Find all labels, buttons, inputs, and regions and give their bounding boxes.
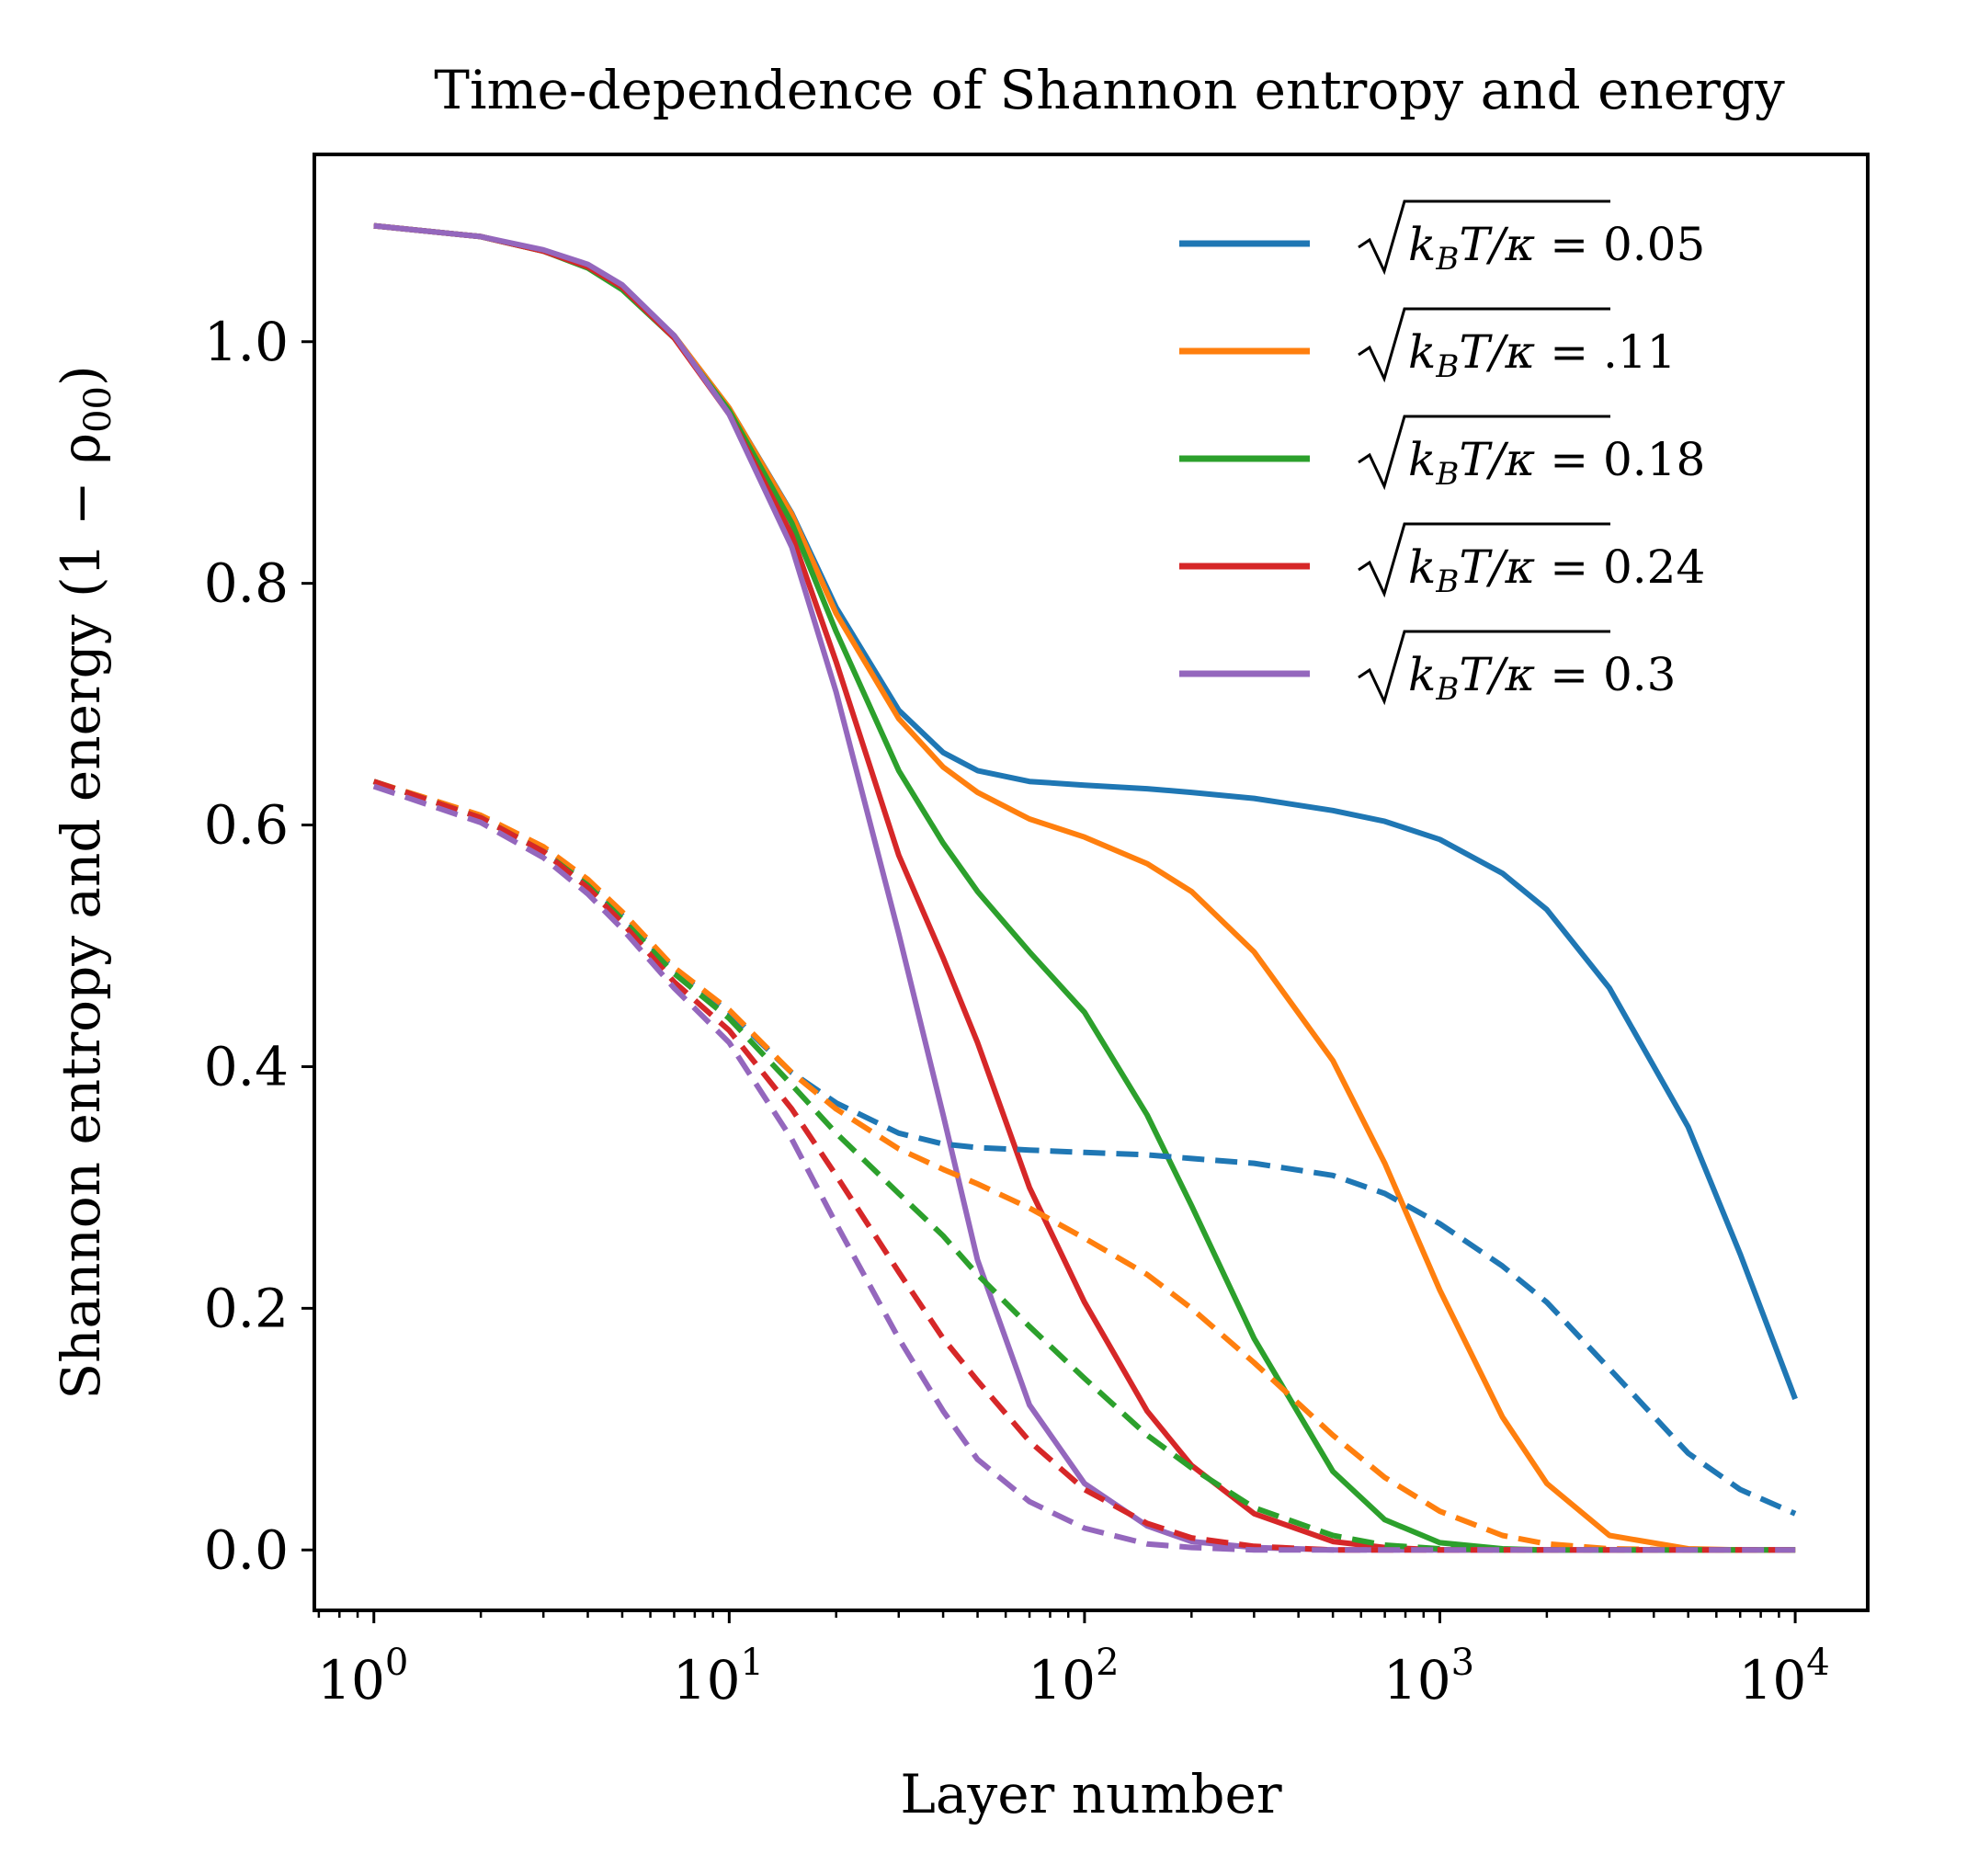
- x-tick-label-1: 101: [673, 1642, 764, 1711]
- series-line-energy-0.18: [372, 779, 1796, 1553]
- y-axis-ticks: 0.0 0.2 0.4 0.6 0.8 1.0: [204, 311, 314, 1581]
- x-tick-label-4: 104: [1738, 1642, 1829, 1711]
- x-tick-exponent-3: 3: [1451, 1642, 1474, 1684]
- legend-label-value-1: = .11: [1535, 325, 1676, 379]
- x-axis-ticks: 100 101 102 103 104: [317, 1610, 1830, 1711]
- legend-label-rest-2: T/κ: [1459, 433, 1535, 486]
- y-tick-label-0: 0.0: [204, 1518, 289, 1581]
- chart-title: Time-dependence of Shannon entropy and e…: [434, 59, 1785, 121]
- legend-label-subscript-4: B: [1435, 671, 1459, 708]
- x-tick-base-1: 10: [673, 1649, 741, 1711]
- x-tick-base-3: 10: [1383, 1649, 1451, 1711]
- y-axis-label: Shannon entropy and energy (1 − ρ00): [50, 365, 119, 1399]
- y-axis-label-subscript: 00: [77, 386, 119, 433]
- legend-label-subscript-1: B: [1435, 348, 1459, 385]
- x-tick-label-2: 102: [1028, 1642, 1119, 1711]
- x-tick-exponent-4: 4: [1806, 1642, 1829, 1684]
- x-tick-label-0: 100: [317, 1642, 408, 1711]
- legend-label-2: kBT/κ = 0.18: [1408, 433, 1705, 493]
- series-line-energy-0.11: [372, 779, 1796, 1553]
- legend-label-0: kBT/κ = 0.05: [1408, 218, 1705, 278]
- series-line-energy-0.3: [372, 783, 1796, 1553]
- y-tick-label-1: 0.2: [204, 1277, 289, 1339]
- legend-label-rest-0: T/κ: [1459, 218, 1535, 271]
- series-line-entropy-0.05: [373, 222, 1798, 1401]
- legend-radical-1: [1358, 307, 1610, 383]
- series-line-energy-0.24: [372, 779, 1796, 1553]
- legend-label-base-4: k: [1408, 648, 1436, 701]
- x-axis-label: Layer number: [900, 1763, 1282, 1825]
- legend-label-rest-3: T/κ: [1459, 540, 1535, 594]
- y-tick-label-4: 0.8: [204, 552, 289, 615]
- legend-label-subscript-2: B: [1435, 456, 1459, 493]
- legend-label-subscript-3: B: [1435, 563, 1459, 600]
- y-tick-label-2: 0.4: [204, 1035, 289, 1097]
- legend-label-rest-4: T/κ: [1459, 648, 1535, 701]
- legend-label-base-3: k: [1408, 540, 1436, 594]
- legend-label-1: kBT/κ = .11: [1408, 325, 1677, 385]
- y-axis-label-main: Shannon entropy and energy (1 − ρ: [50, 433, 112, 1400]
- plot-frame: [313, 153, 1870, 1612]
- x-tick-base-4: 10: [1738, 1649, 1806, 1711]
- legend-label-3: kBT/κ = 0.24: [1408, 540, 1705, 600]
- legend-label-base-2: k: [1408, 433, 1436, 486]
- x-tick-base-0: 10: [317, 1649, 385, 1711]
- y-tick-label-5: 1.0: [204, 311, 289, 373]
- y-axis-label-close: ): [50, 365, 112, 386]
- x-tick-exponent-0: 0: [385, 1642, 408, 1684]
- legend-radical-2: [1358, 415, 1610, 491]
- legend-radical-3: [1358, 522, 1610, 598]
- legend-label-value-3: = 0.24: [1535, 540, 1705, 594]
- series-layer: [372, 222, 1798, 1553]
- legend-label-base-1: k: [1408, 325, 1436, 379]
- legend-label-rest-1: T/κ: [1459, 325, 1535, 379]
- legend-label-value-0: = 0.05: [1535, 218, 1705, 271]
- legend-label-subscript-0: B: [1435, 241, 1459, 278]
- legend-radical-0: [1358, 199, 1610, 276]
- legend-radical-4: [1358, 630, 1610, 706]
- x-tick-exponent-1: 1: [741, 1642, 764, 1684]
- legend-label-value-2: = 0.18: [1535, 433, 1705, 486]
- legend-label-base-0: k: [1408, 218, 1436, 271]
- y-tick-label-3: 0.6: [204, 794, 289, 857]
- legend-label-value-4: = 0.3: [1535, 648, 1676, 701]
- x-tick-label-3: 103: [1383, 1642, 1474, 1711]
- x-tick-base-2: 10: [1028, 1649, 1096, 1711]
- legend-label-4: kBT/κ = 0.3: [1408, 648, 1677, 708]
- x-tick-exponent-2: 2: [1096, 1642, 1119, 1684]
